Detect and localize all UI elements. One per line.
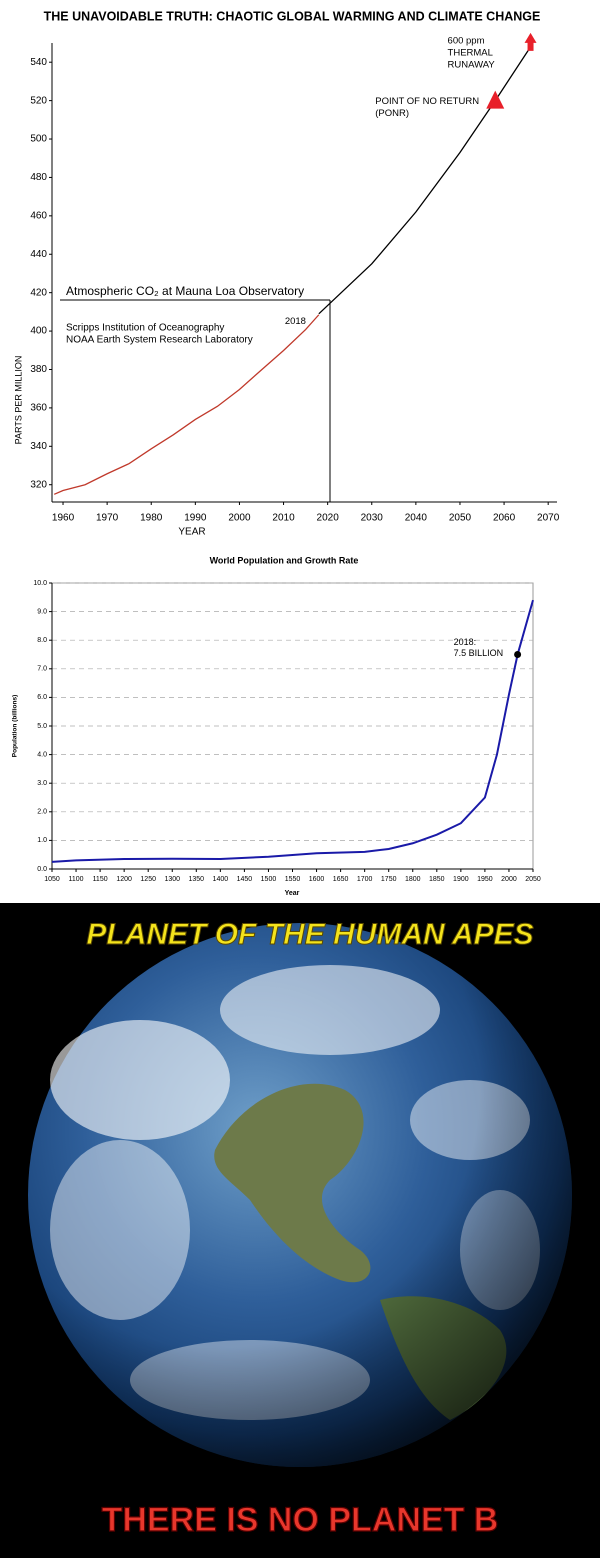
x-tick-label: 1800 bbox=[405, 876, 421, 883]
y-tick-label: 480 bbox=[30, 172, 47, 183]
data-line bbox=[53, 314, 320, 495]
y-tick-label: 4.0 bbox=[37, 751, 47, 758]
x-axis-label: YEAR bbox=[178, 527, 205, 538]
annotation-text: 600 ppm bbox=[448, 35, 485, 46]
y-tick-label: 440 bbox=[30, 249, 47, 260]
y-tick-label: 500 bbox=[30, 134, 47, 145]
y-tick-label: 9.0 bbox=[37, 608, 47, 615]
y-tick-label: 7.0 bbox=[37, 666, 47, 673]
x-tick-label: 1980 bbox=[140, 513, 163, 524]
x-tick-label: 1250 bbox=[140, 876, 156, 883]
annotation-text: 2018 bbox=[285, 316, 306, 327]
y-tick-label: 520 bbox=[30, 95, 47, 106]
x-tick-label: 2030 bbox=[361, 513, 384, 524]
x-tick-label: 2070 bbox=[537, 513, 560, 524]
inset-title: Atmospheric CO₂ at Mauna Loa Observatory bbox=[66, 284, 304, 298]
y-tick-label: 340 bbox=[30, 441, 47, 452]
x-tick-label: 2000 bbox=[501, 876, 517, 883]
y-tick-label: 400 bbox=[30, 326, 47, 337]
earth-image bbox=[28, 923, 572, 1467]
x-tick-label: 1960 bbox=[52, 513, 75, 524]
annotation-text: (PONR) bbox=[375, 108, 409, 119]
annotation-text: 7.5 BILLION bbox=[454, 648, 504, 658]
y-tick-label: 1.0 bbox=[37, 837, 47, 844]
y-tick-label: 320 bbox=[30, 479, 47, 490]
y-tick-label: 380 bbox=[30, 364, 47, 375]
x-tick-label: 1300 bbox=[164, 876, 180, 883]
x-tick-label: 1850 bbox=[429, 876, 445, 883]
ponr-marker bbox=[486, 90, 505, 109]
y-tick-label: 8.0 bbox=[37, 637, 47, 644]
y-tick-label: 460 bbox=[30, 210, 47, 221]
y-tick-label: 2.0 bbox=[37, 809, 47, 816]
data-line bbox=[318, 46, 532, 315]
x-tick-label: 1750 bbox=[381, 876, 397, 883]
x-tick-label: 1650 bbox=[333, 876, 349, 883]
chart-title: World Population and Growth Rate bbox=[210, 555, 359, 565]
x-tick-label: 2040 bbox=[405, 513, 428, 524]
x-tick-label: 2050 bbox=[449, 513, 472, 524]
x-tick-label: 2020 bbox=[317, 513, 340, 524]
y-tick-label: 5.0 bbox=[37, 723, 47, 730]
y-tick-label: 10.0 bbox=[33, 580, 47, 587]
y-tick-label: 360 bbox=[30, 403, 47, 414]
x-tick-label: 1050 bbox=[44, 876, 60, 883]
runaway-arrow bbox=[524, 32, 537, 51]
x-tick-label: 2000 bbox=[228, 513, 251, 524]
chart-title: THE UNAVOIDABLE TRUTH: CHAOTIC GLOBAL WA… bbox=[44, 9, 541, 23]
x-tick-label: 1990 bbox=[184, 513, 207, 524]
annotation-text: RUNAWAY bbox=[448, 59, 496, 70]
x-tick-label: 1950 bbox=[477, 876, 493, 883]
x-tick-label: 2060 bbox=[493, 513, 516, 524]
y-tick-label: 420 bbox=[30, 287, 47, 298]
poster-caption: THERE IS NO PLANET B bbox=[102, 1501, 499, 1539]
x-tick-label: 1500 bbox=[261, 876, 277, 883]
x-tick-label: 1200 bbox=[116, 876, 132, 883]
y-axis-label: Population (billions) bbox=[12, 695, 19, 757]
x-tick-label: 1100 bbox=[69, 876, 84, 883]
x-tick-label: 1700 bbox=[357, 876, 373, 883]
annotation-text: 2018: bbox=[454, 637, 477, 647]
annotation-dot bbox=[514, 651, 522, 658]
x-tick-label: 1400 bbox=[213, 876, 229, 883]
x-axis-label: Year bbox=[285, 890, 300, 897]
inset-note: NOAA Earth System Research Laboratory bbox=[66, 335, 253, 346]
x-tick-label: 2050 bbox=[525, 876, 541, 883]
y-tick-label: 3.0 bbox=[37, 780, 47, 787]
annotation-text: POINT OF NO RETURN bbox=[375, 96, 479, 107]
x-tick-label: 2010 bbox=[272, 513, 295, 524]
x-tick-label: 1900 bbox=[453, 876, 469, 883]
x-tick-label: 1600 bbox=[309, 876, 325, 883]
x-tick-label: 1550 bbox=[285, 876, 301, 883]
x-tick-label: 1970 bbox=[96, 513, 119, 524]
y-tick-label: 0.0 bbox=[37, 866, 47, 873]
x-tick-label: 1450 bbox=[237, 876, 253, 883]
annotation-text: THERMAL bbox=[448, 47, 493, 58]
x-tick-label: 1350 bbox=[189, 876, 205, 883]
inset-note: Scripps Institution of Oceanography bbox=[66, 323, 224, 334]
y-tick-label: 6.0 bbox=[37, 694, 47, 701]
data-line bbox=[51, 599, 534, 863]
x-tick-label: 1150 bbox=[93, 876, 108, 883]
poster-title: PLANET OF THE HUMAN APES bbox=[86, 918, 533, 951]
y-tick-label: 540 bbox=[30, 57, 47, 68]
y-axis-label: PARTS PER MILLION bbox=[13, 356, 23, 445]
